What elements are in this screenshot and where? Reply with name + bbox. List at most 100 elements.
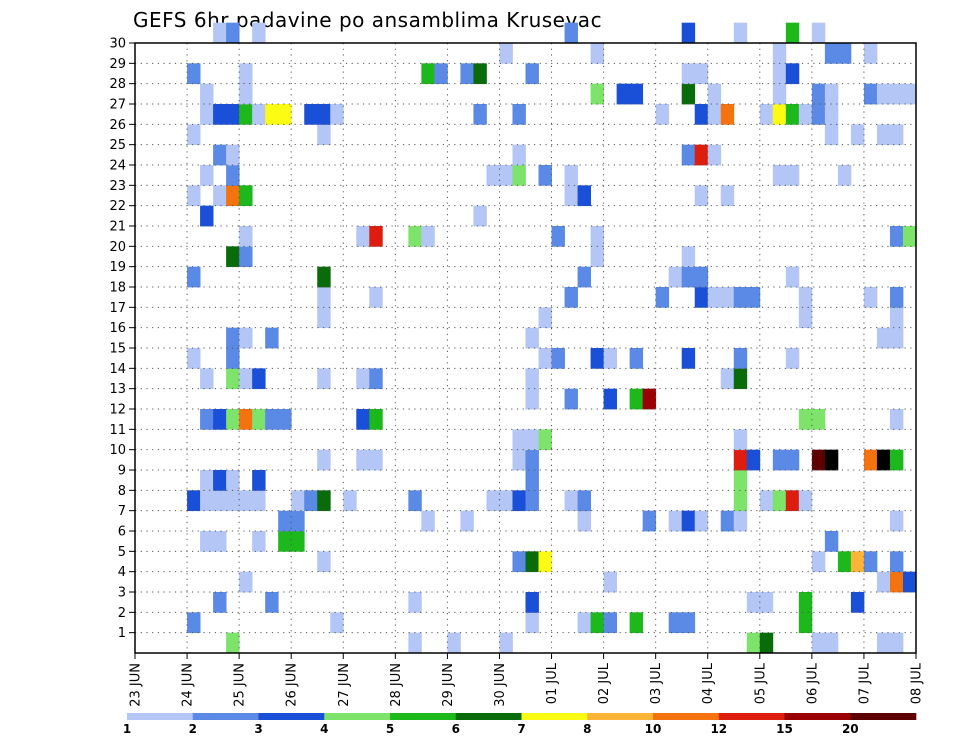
y-tick-label: 25 <box>109 138 126 153</box>
heatmap-cell <box>694 63 709 85</box>
y-tick-label: 16 <box>109 321 126 336</box>
y-tick-label: 15 <box>109 342 126 357</box>
heatmap-cell <box>590 348 604 369</box>
x-tick-label: 30 JUN <box>493 663 508 707</box>
heatmap-cell <box>876 449 891 471</box>
heatmap-cell <box>668 266 683 288</box>
heatmap-cell <box>226 409 240 430</box>
heatmap-cell <box>369 368 383 390</box>
heatmap-cell <box>837 551 852 573</box>
colorbar-swatch <box>718 713 785 720</box>
heatmap-cell <box>746 287 761 308</box>
heatmap-cell <box>889 124 904 146</box>
heatmap-cell <box>512 449 526 471</box>
heatmap-cell <box>356 226 370 247</box>
y-axis-ticks: 1234567891011121314151617181920212223242… <box>109 37 135 641</box>
heatmap-cell <box>330 104 344 125</box>
heatmap-cell <box>889 571 904 593</box>
heatmap-cell <box>733 22 748 44</box>
heatmap-cell <box>733 449 748 471</box>
heatmap-cell <box>772 63 787 85</box>
heatmap-cell <box>317 266 331 288</box>
heatmap-cell <box>902 83 917 105</box>
heatmap-cell <box>681 612 696 634</box>
heatmap-cell <box>577 490 591 512</box>
heatmap-cell <box>694 185 709 207</box>
heatmap-cell <box>499 43 513 64</box>
y-tick-label: 23 <box>109 179 126 194</box>
heatmap-cell <box>694 144 709 166</box>
x-tick-label: 28 JUN <box>389 663 404 707</box>
heatmap-cell <box>239 368 253 390</box>
heatmap-cell <box>824 449 839 471</box>
heatmap-cell <box>772 43 787 64</box>
colorbar-swatch <box>784 713 851 720</box>
heatmap-cell <box>876 327 891 349</box>
heatmap-cell <box>317 307 331 329</box>
heatmap-cell <box>226 22 240 44</box>
heatmap-cell <box>226 368 240 390</box>
y-tick-label: 11 <box>109 423 126 438</box>
heatmap-cell <box>889 632 904 654</box>
heatmap-cell <box>356 449 370 471</box>
heatmap-cell <box>681 246 696 268</box>
heatmap-cell <box>200 205 214 227</box>
heatmap-cell <box>902 226 917 247</box>
heatmap-cell <box>239 104 253 125</box>
heatmap-cell <box>252 470 266 491</box>
y-tick-label: 29 <box>109 57 126 72</box>
heatmap-cell <box>512 144 526 166</box>
heatmap-cell <box>486 165 500 186</box>
heatmap-cell <box>785 449 800 471</box>
heatmap-cell <box>538 429 552 451</box>
heatmap-cell <box>694 104 709 125</box>
heatmap-cell <box>863 43 878 64</box>
heatmap-cell <box>681 510 696 532</box>
heatmap-cell <box>837 165 852 186</box>
heatmap-cell <box>707 144 722 166</box>
heatmap-cell <box>473 63 487 85</box>
colorbar-tick-label: 3 <box>254 722 262 736</box>
heatmap-cell <box>720 368 735 390</box>
colorbar-tick-label: 12 <box>710 722 727 736</box>
heatmap-cell <box>512 490 526 512</box>
heatmap-cell <box>512 104 526 125</box>
y-tick-label: 14 <box>109 362 126 377</box>
heatmap-cell <box>239 571 253 593</box>
heatmap-cell <box>759 104 774 125</box>
heatmap-cell <box>460 63 474 85</box>
heatmap-cell <box>772 449 787 471</box>
heatmap-cell <box>889 307 904 329</box>
colorbar-swatch <box>127 713 194 720</box>
heatmap-cell <box>590 226 604 247</box>
heatmap-cell <box>616 83 631 105</box>
heatmap-cell <box>603 571 618 593</box>
heatmap-cell <box>525 592 539 613</box>
heatmap-cell <box>811 83 826 105</box>
heatmap-cell <box>265 327 279 349</box>
heatmap-cell <box>798 307 813 329</box>
heatmap-cell <box>798 104 813 125</box>
heatmap-cell <box>733 368 748 390</box>
heatmap-cell <box>252 368 266 390</box>
x-tick-label: 26 JUN <box>285 663 300 707</box>
heatmap-cell <box>226 165 240 186</box>
heatmap-cell <box>252 104 266 125</box>
heatmap-cell <box>460 510 474 532</box>
heatmap-cell <box>642 388 657 410</box>
heatmap-cell <box>317 490 331 512</box>
heatmap-cell <box>577 185 591 207</box>
heatmap-cell <box>603 388 618 410</box>
y-tick-label: 28 <box>109 77 126 92</box>
heatmap-cell <box>187 612 201 634</box>
heatmap-cell <box>213 592 227 613</box>
heatmap-cell <box>889 226 904 247</box>
x-tick-label: 02 JUL <box>597 662 612 704</box>
heatmap-cell <box>473 104 487 125</box>
y-tick-label: 5 <box>118 545 126 560</box>
heatmap-cell <box>733 429 748 451</box>
heatmap-cell <box>577 266 591 288</box>
grid-lines <box>135 43 916 653</box>
heatmap-cell <box>226 246 240 268</box>
